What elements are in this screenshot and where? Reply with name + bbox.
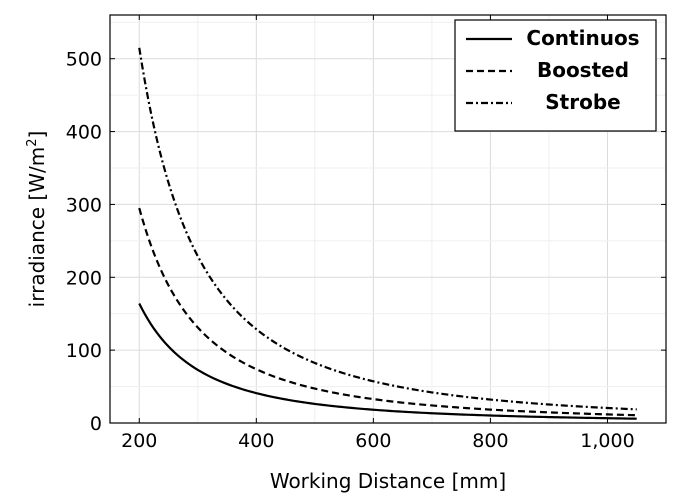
y-axis-label: irradiance [W/m2] <box>25 131 49 308</box>
y-tick-label: 300 <box>66 194 102 216</box>
axis-ticks: 200 400 600 800 1,000 0 100 200 300 400 500 <box>66 15 666 452</box>
y-axis-label-sup: 2 <box>25 138 40 146</box>
legend-label: Boosted <box>537 58 629 82</box>
series-strobe <box>138 47 637 411</box>
y-axis-label-main: irradiance [W/m <box>25 147 49 308</box>
grid <box>110 15 666 424</box>
series-boosted <box>138 207 637 417</box>
y-tick-label: 400 <box>66 122 102 144</box>
x-tick-label: 400 <box>238 430 274 452</box>
y-tick-label: 200 <box>66 267 102 289</box>
series-line <box>138 303 637 420</box>
y-axis-label-close: ] <box>25 131 49 139</box>
x-tick-label: 800 <box>472 430 508 452</box>
plot-frame <box>109 14 667 424</box>
legend: Continuos Boosted Strobe <box>454 19 657 132</box>
y-tick-label: 0 <box>90 413 102 435</box>
y-tick-label: 500 <box>66 49 102 71</box>
plot-area <box>138 47 637 420</box>
x-tick-label: 200 <box>121 430 157 452</box>
x-axis-label: Working Distance [mm] <box>270 469 506 493</box>
legend-label: Continuos <box>526 26 639 50</box>
legend-items: Continuos Boosted Strobe <box>466 26 640 114</box>
series-line <box>138 207 637 417</box>
x-tick-label: 1,000 <box>580 430 634 452</box>
x-tick-label: 600 <box>355 430 391 452</box>
series-continuos <box>138 303 637 420</box>
legend-label: Strobe <box>545 90 620 114</box>
y-tick-label: 100 <box>66 340 102 362</box>
series-line <box>138 47 637 411</box>
